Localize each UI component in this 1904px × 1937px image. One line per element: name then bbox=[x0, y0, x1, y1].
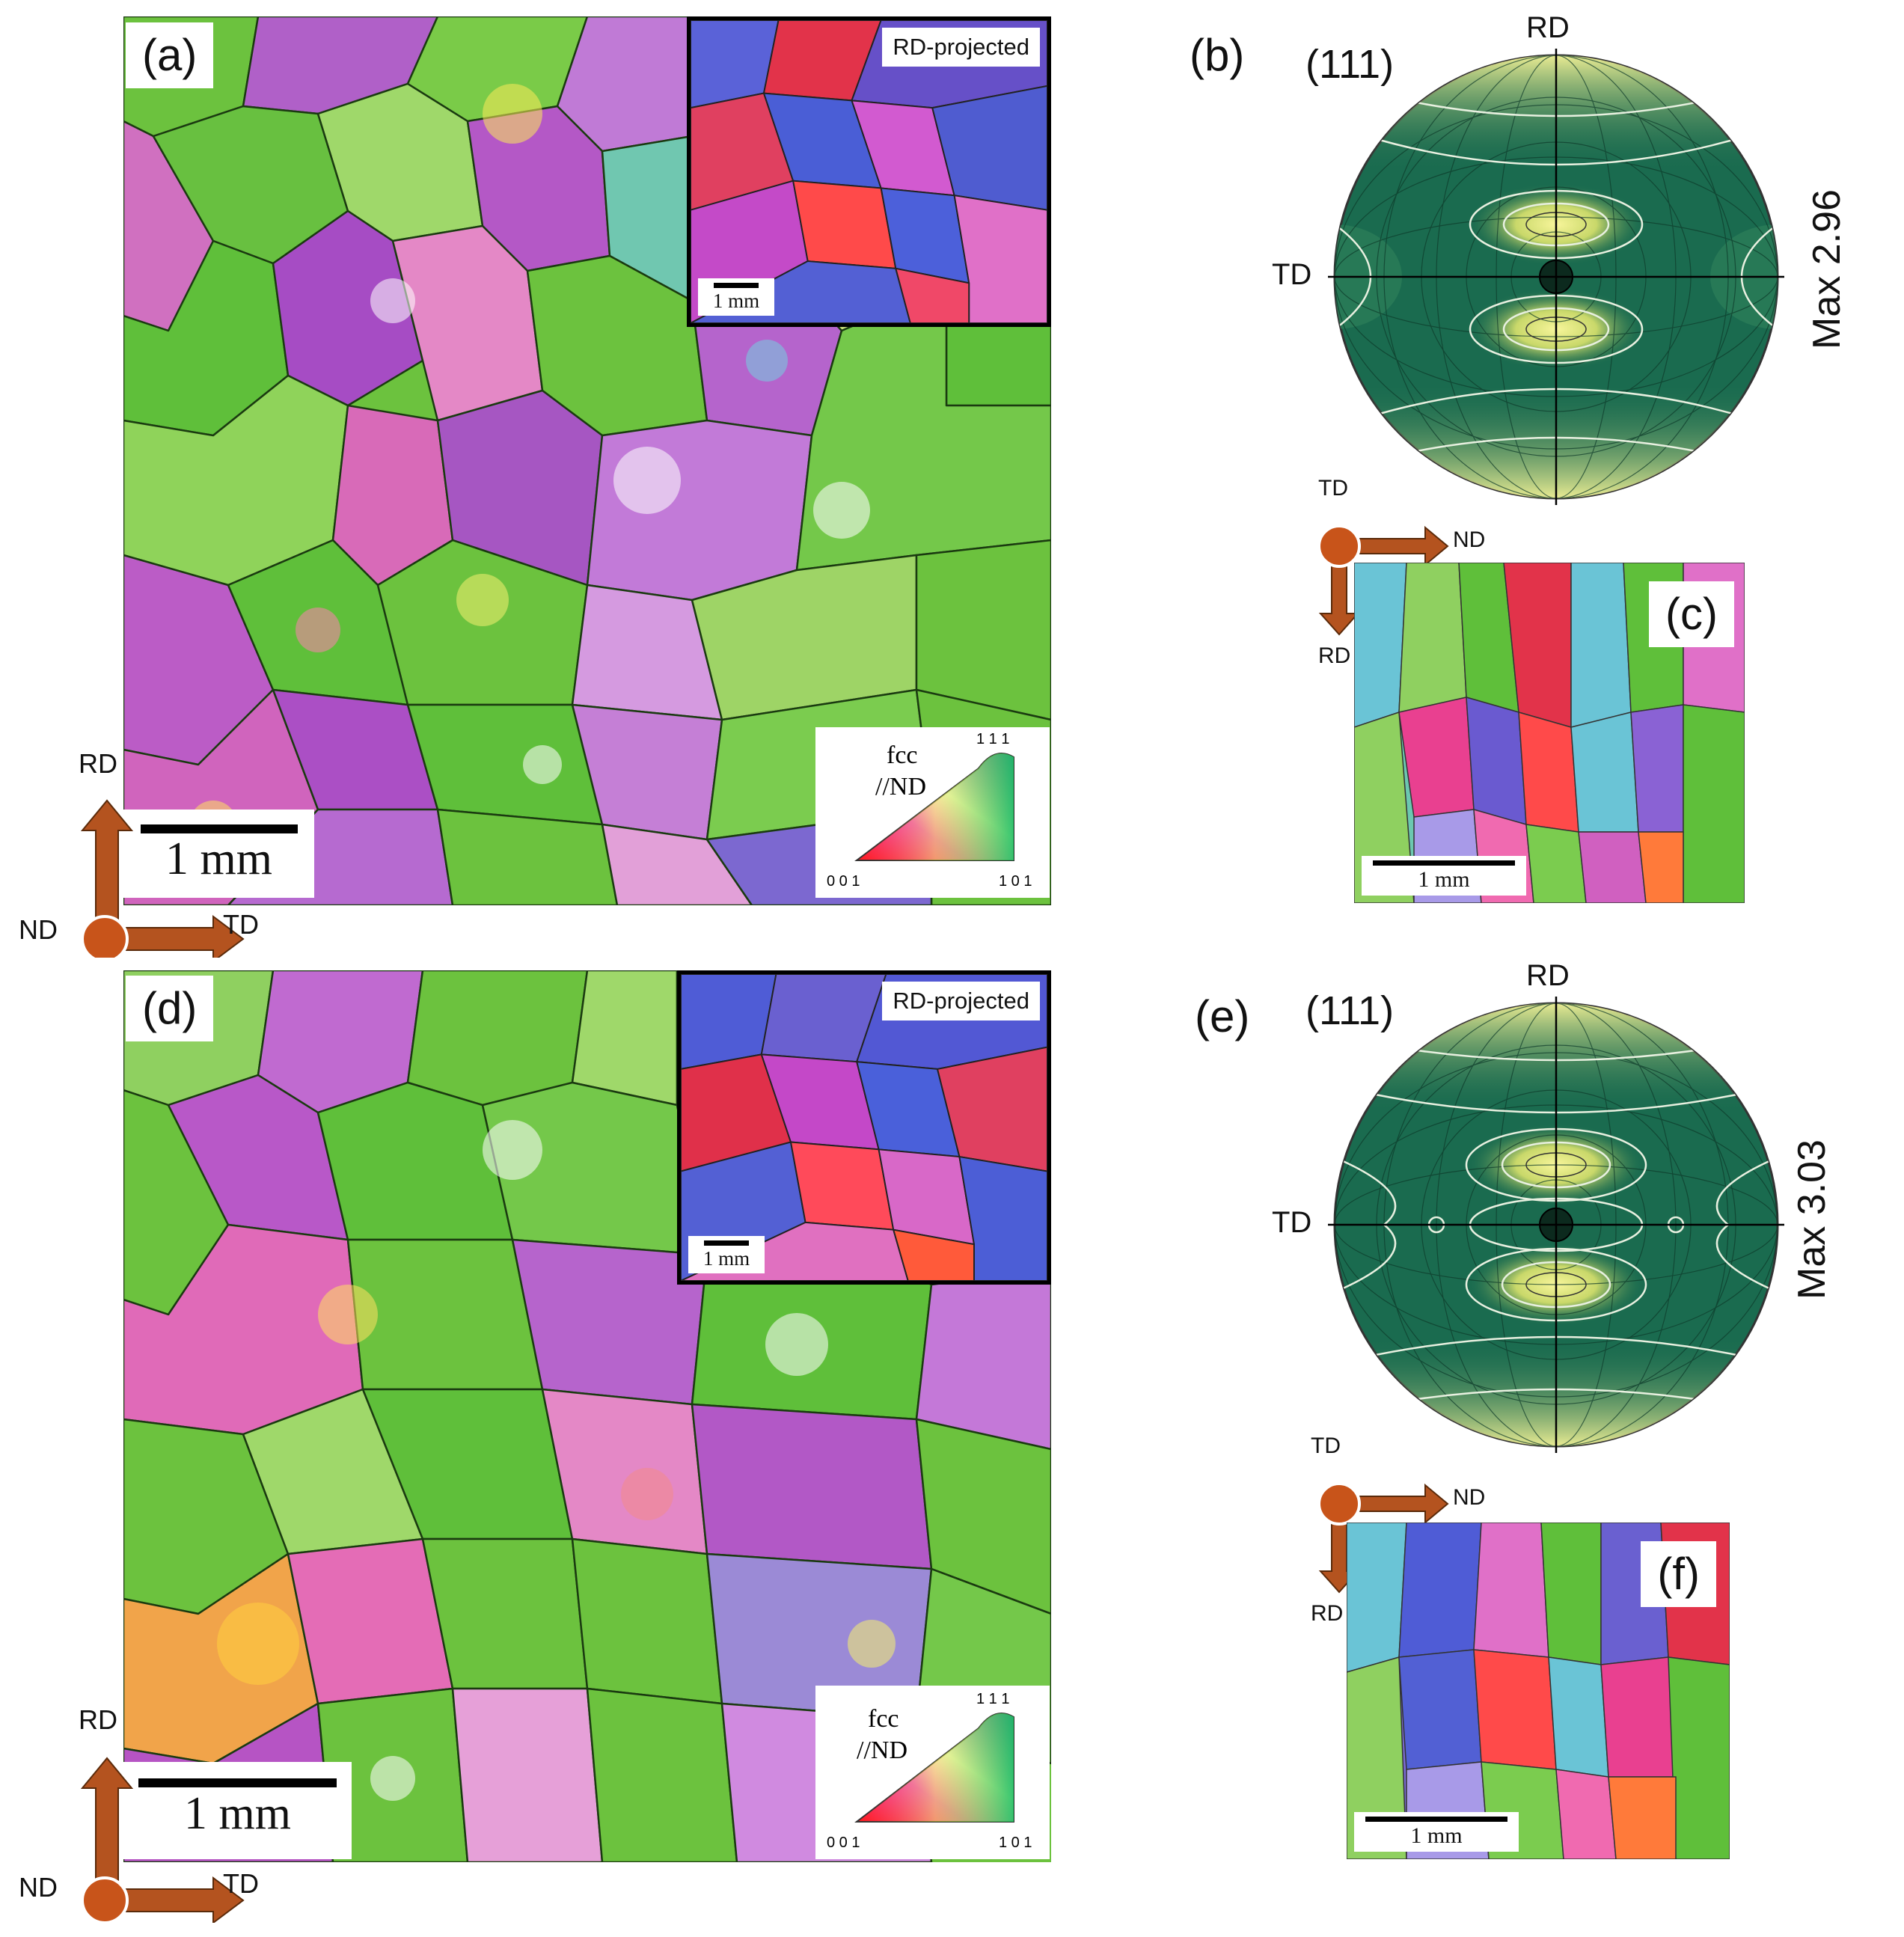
plane-label-b: (111) bbox=[1305, 42, 1395, 87]
grain-map-d bbox=[123, 970, 1051, 1862]
scale-text-a: 1 mm bbox=[165, 833, 272, 884]
legend-101-d: 1 0 1 bbox=[999, 1835, 1032, 1851]
scale-text-f: 1 mm bbox=[1410, 1823, 1463, 1848]
inset-scale-bar-a: 1 mm bbox=[698, 278, 774, 316]
panel-label-a: (a) bbox=[126, 22, 214, 88]
axis-td-f: TD bbox=[1311, 1433, 1341, 1458]
out-of-plane-dot-d bbox=[81, 1876, 129, 1923]
scale-bar-d: 1 mm bbox=[123, 1762, 352, 1859]
pole-figure-b bbox=[1328, 49, 1784, 505]
axis-triad-c bbox=[1317, 524, 1449, 636]
out-of-plane-dot-f bbox=[1317, 1482, 1361, 1526]
panel-label-e: (e) bbox=[1178, 984, 1267, 1050]
panel-label-f: (f) bbox=[1641, 1541, 1716, 1607]
axis-td-c: TD bbox=[1318, 476, 1348, 501]
legend-001-d: 0 0 1 bbox=[827, 1835, 860, 1851]
scale-bar-c: 1 mm bbox=[1362, 856, 1526, 896]
pole-top-e: RD bbox=[1526, 959, 1570, 992]
inset-map-a bbox=[691, 20, 1047, 323]
rd-projected-inset-d: RD-projected 1 mm bbox=[677, 970, 1051, 1285]
panel-label-b: (b) bbox=[1173, 22, 1261, 88]
out-of-plane-dot-c bbox=[1317, 524, 1361, 568]
scale-bar-a: 1 mm bbox=[123, 810, 314, 898]
ebsd-map-c: (c) 1 mm bbox=[1354, 563, 1745, 903]
axis-td-a: TD bbox=[223, 909, 259, 940]
pole-left-b: TD bbox=[1272, 258, 1312, 291]
legend-title1-a: fcc bbox=[887, 741, 918, 769]
rd-projected-label-d: RD-projected bbox=[882, 982, 1040, 1020]
ipf-legend-d: fcc //ND 0 0 1 1 0 1 1 1 1 bbox=[815, 1686, 1050, 1859]
legend-title2-a: //ND bbox=[875, 773, 926, 801]
grain-map-c bbox=[1354, 563, 1745, 903]
ipf-legend-a: fcc //ND 0 0 1 1 0 1 1 1 1 bbox=[815, 727, 1050, 898]
legend-001-a: 0 0 1 bbox=[827, 873, 860, 890]
axis-td-d: TD bbox=[223, 1868, 259, 1899]
ebsd-map-f: (f) 1 mm bbox=[1347, 1523, 1730, 1859]
rd-projected-inset-a: RD-projected 1 mm bbox=[687, 16, 1051, 327]
scale-text-d: 1 mm bbox=[184, 1788, 291, 1839]
axis-triad-a bbox=[80, 799, 245, 958]
axis-rd-d: RD bbox=[79, 1704, 117, 1735]
max-label-b: Max 2.96 bbox=[1804, 189, 1849, 349]
max-label-e: Max 3.03 bbox=[1790, 1139, 1834, 1300]
panel-label-c: (c) bbox=[1649, 581, 1734, 647]
axis-rd-a: RD bbox=[79, 748, 117, 779]
inset-scale-bar-d: 1 mm bbox=[688, 1236, 765, 1273]
legend-101-a: 1 0 1 bbox=[999, 873, 1032, 890]
axis-triad-d bbox=[80, 1757, 245, 1923]
ebsd-map-d bbox=[123, 970, 1051, 1862]
legend-title1-d: fcc bbox=[868, 1705, 899, 1733]
inset-scale-text-d: 1 mm bbox=[702, 1247, 750, 1270]
out-of-plane-dot-a bbox=[81, 915, 129, 958]
plane-label-e: (111) bbox=[1305, 988, 1395, 1033]
legend-title2-d: //ND bbox=[857, 1736, 907, 1764]
axis-nd-d: ND bbox=[19, 1872, 58, 1903]
rd-projected-label-a: RD-projected bbox=[882, 28, 1040, 67]
axis-rd-c: RD bbox=[1318, 643, 1351, 668]
legend-111-a: 1 1 1 bbox=[976, 731, 1009, 747]
arrow-right-a bbox=[111, 915, 245, 958]
arrow-up-a bbox=[80, 799, 134, 921]
axis-rd-f: RD bbox=[1311, 1601, 1344, 1626]
arrow-up-d bbox=[80, 1757, 134, 1882]
inset-scale-text-a: 1 mm bbox=[712, 290, 760, 312]
scale-bar-f: 1 mm bbox=[1354, 1812, 1519, 1852]
pole-top-b: RD bbox=[1526, 11, 1570, 44]
scale-text-c: 1 mm bbox=[1418, 867, 1470, 892]
axis-nd-a: ND bbox=[19, 914, 58, 945]
axis-nd-f: ND bbox=[1453, 1485, 1486, 1510]
legend-111-d: 1 1 1 bbox=[976, 1691, 1009, 1707]
pole-left-e: TD bbox=[1272, 1206, 1312, 1239]
panel-label-d: (d) bbox=[126, 976, 214, 1041]
axis-nd-c: ND bbox=[1453, 527, 1486, 552]
arrow-right-d bbox=[111, 1876, 245, 1923]
pole-figure-e bbox=[1328, 997, 1784, 1453]
